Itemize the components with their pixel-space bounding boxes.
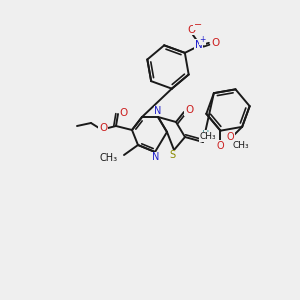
Text: O: O [185, 105, 193, 115]
Text: O: O [212, 38, 220, 48]
Text: −: − [194, 20, 202, 30]
Text: O: O [217, 141, 224, 151]
Text: N: N [154, 106, 162, 116]
Text: CH₃: CH₃ [200, 132, 216, 141]
Text: +: + [200, 35, 206, 44]
Text: O: O [120, 108, 128, 118]
Text: CH₃: CH₃ [100, 153, 118, 163]
Text: S: S [169, 150, 175, 160]
Text: N: N [195, 40, 203, 50]
Text: H: H [202, 130, 210, 140]
Text: O: O [99, 123, 107, 133]
Text: O: O [188, 25, 196, 35]
Text: N: N [152, 152, 160, 162]
Text: CH₃: CH₃ [232, 141, 249, 150]
Text: O: O [226, 132, 234, 142]
